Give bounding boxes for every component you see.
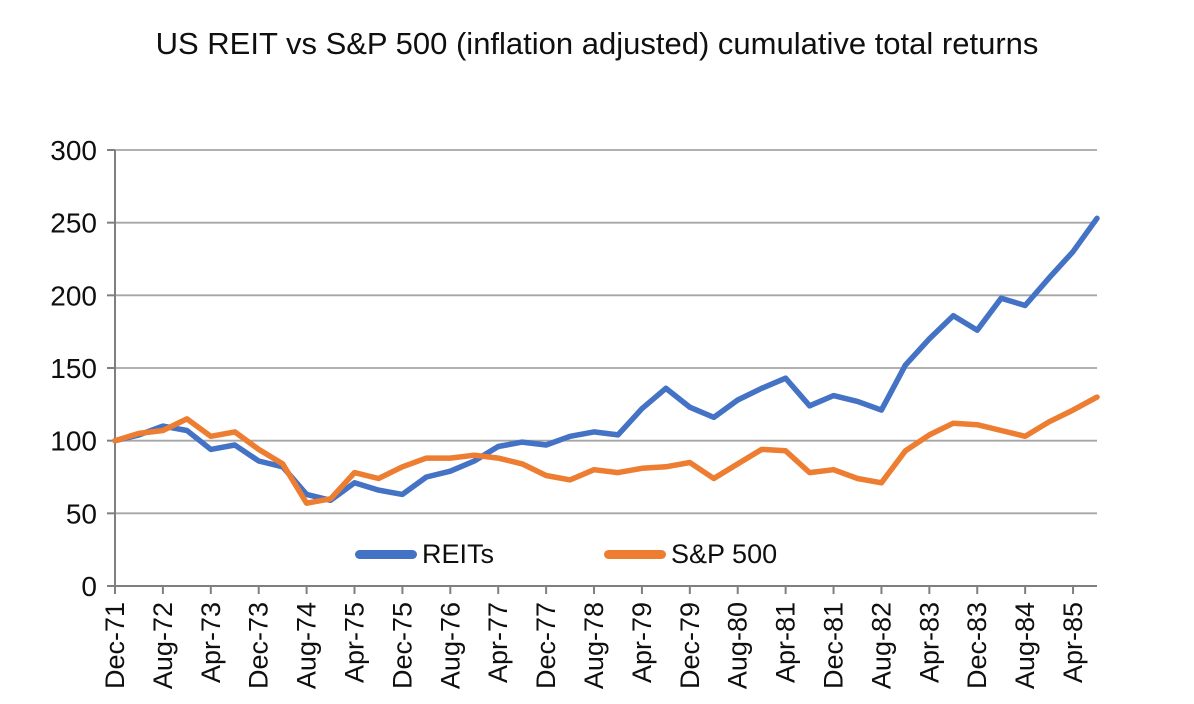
legend: REITs S&P 500 bbox=[355, 539, 777, 569]
sp500-line-swatch-icon bbox=[604, 549, 667, 559]
x-axis-label-Aug-78: Aug-78 bbox=[579, 602, 609, 689]
chart-title: US REIT vs S&P 500 (inflation adjusted) … bbox=[155, 26, 1039, 61]
x-axis-label-Aug-72: Aug-72 bbox=[148, 602, 178, 689]
x-axis-labels-group: Dec-71 Aug-72 Apr-73 Dec-73 Aug-74 Apr-75 Dec-… bbox=[100, 602, 1088, 689]
y-axis-labels-group: 0 50 100 150 200 250 300 bbox=[50, 135, 97, 602]
series-lines-group bbox=[112, 215, 1100, 506]
x-axis-label-Apr-73: Apr-73 bbox=[196, 602, 226, 683]
legend-label-sp500: S&P 500 bbox=[671, 538, 778, 569]
x-axis-label-Dec-75: Dec-75 bbox=[387, 602, 417, 689]
x-axis-label-Dec-83: Dec-83 bbox=[962, 602, 992, 689]
x-axis-label-Dec-79: Dec-79 bbox=[675, 602, 705, 689]
x-axis-label-Apr-79: Apr-79 bbox=[627, 602, 657, 683]
y-axis-label-50: 50 bbox=[66, 498, 97, 529]
y-axis-label-0: 0 bbox=[81, 571, 97, 602]
gridlines-group bbox=[115, 149, 1097, 515]
legend-label-reits: REITs bbox=[422, 538, 495, 569]
x-axis-label-Aug-76: Aug-76 bbox=[435, 602, 465, 689]
x-axis-label-Dec-73: Dec-73 bbox=[244, 602, 274, 689]
y-axis-label-300: 300 bbox=[50, 135, 97, 166]
x-axis-label-Apr-81: Apr-81 bbox=[771, 602, 801, 683]
x-axis-label-Apr-77: Apr-77 bbox=[483, 602, 513, 683]
series-line-sp500 bbox=[112, 394, 1100, 506]
legend-item-sp500: S&P 500 bbox=[604, 539, 777, 569]
y-axis-label-150: 150 bbox=[50, 353, 97, 384]
x-axis-label-Dec-77: Dec-77 bbox=[531, 602, 561, 689]
x-axis-label-Aug-80: Aug-80 bbox=[723, 602, 753, 689]
x-axis-label-Apr-85: Apr-85 bbox=[1058, 602, 1088, 683]
x-axis-label-Aug-82: Aug-82 bbox=[866, 602, 896, 689]
legend-item-reits: REITs bbox=[355, 539, 494, 569]
x-axis-label-Dec-81: Dec-81 bbox=[819, 602, 849, 689]
y-axis-label-250: 250 bbox=[50, 208, 97, 239]
x-axis-label-Aug-74: Aug-74 bbox=[292, 602, 322, 689]
x-axis-label-Dec-71: Dec-71 bbox=[100, 602, 130, 689]
y-axis-label-200: 200 bbox=[50, 280, 97, 311]
reits-line-swatch-icon bbox=[355, 549, 417, 559]
x-axis-label-Apr-83: Apr-83 bbox=[914, 602, 944, 683]
series-line-reits bbox=[112, 215, 1100, 504]
x-axis-label-Aug-84: Aug-84 bbox=[1010, 602, 1040, 689]
y-axis-label-100: 100 bbox=[50, 426, 97, 457]
tick-marks-group bbox=[107, 149, 1075, 594]
x-axis-label-Apr-75: Apr-75 bbox=[340, 602, 370, 683]
